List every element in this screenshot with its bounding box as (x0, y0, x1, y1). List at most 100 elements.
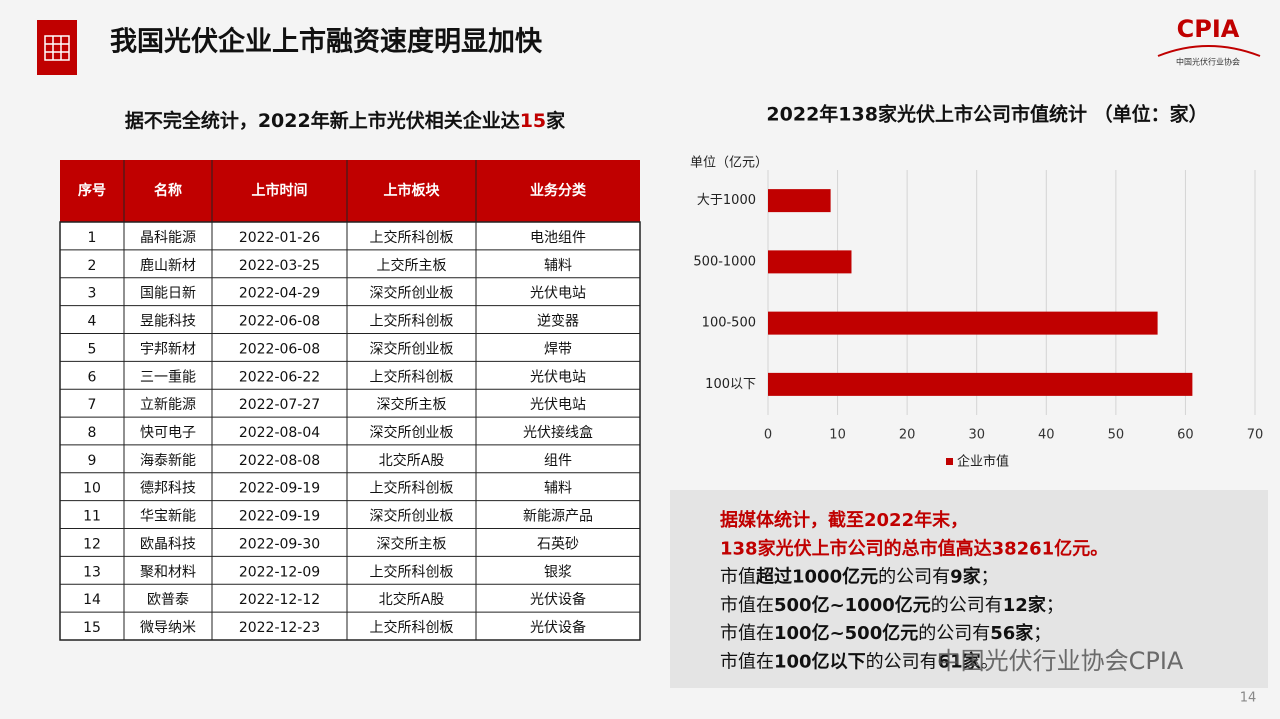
table-cell: 2022-09-19 (239, 481, 320, 497)
x-tick-label: 40 (1038, 428, 1055, 443)
logo: CPIA (1177, 15, 1240, 43)
summary-line: 据媒体统计，截至2022年末， (720, 509, 968, 531)
x-tick-label: 0 (764, 428, 772, 443)
summary-part: 的公司有 (931, 595, 1003, 616)
subtitle-part: 15 (520, 110, 546, 132)
bar (768, 311, 1158, 335)
table-cell: 微导纳米 (140, 620, 196, 636)
table-cell: 电池组件 (530, 230, 586, 246)
table-header-cell: 上市板块 (384, 182, 441, 199)
table-cell: 逆变器 (537, 314, 579, 330)
table-cell: 石英砂 (537, 535, 579, 552)
table-header-cell: 业务分类 (530, 182, 587, 199)
table-cell: 深交所创业板 (370, 508, 454, 525)
table-cell: 9 (88, 453, 97, 469)
table-cell: 光伏接线盒 (523, 424, 593, 441)
table-cell: 深交所创业板 (370, 285, 454, 302)
table-cell: 上交所科创板 (370, 313, 454, 330)
table-cell: 光伏电站 (530, 286, 586, 302)
table-cell: 欧晶科技 (140, 536, 196, 552)
table-cell: 欧普泰 (147, 592, 189, 608)
table-cell: 2 (88, 258, 97, 274)
table-cell: 上交所科创板 (370, 480, 454, 497)
table-cell: 光伏设备 (530, 619, 586, 636)
table-cell: 聚和材料 (140, 564, 196, 580)
x-tick-label: 10 (829, 428, 846, 443)
summary-part: 据媒体统计，截至2022年末， (720, 509, 968, 531)
summary-part: 138家光伏上市公司的总市值高达38261亿元。 (720, 537, 1108, 559)
table-cell: 上交所科创板 (370, 619, 454, 636)
table-cell: 1 (88, 230, 97, 246)
bar (768, 189, 831, 213)
table-cell: 15 (83, 620, 101, 636)
table-header-cell: 名称 (154, 182, 182, 199)
table-cell: 深交所主板 (377, 535, 447, 552)
table-header-cell: 序号 (78, 182, 106, 199)
summary-part: ； (1033, 623, 1051, 644)
table-cell: 2022-01-26 (239, 230, 320, 246)
table-cell: 2022-09-19 (239, 509, 320, 525)
logo-subtitle: 中国光伏行业协会 (1176, 57, 1240, 67)
table-cell: 昱能科技 (140, 314, 196, 330)
table-cell: 11 (83, 509, 101, 525)
table-cell: 2022-09-30 (239, 536, 320, 552)
y-tick-label: 100以下 (705, 377, 756, 392)
subtitle: 据不完全统计，2022年新上市光伏相关企业达15家 (125, 109, 566, 132)
summary-line: 市值在500亿~1000亿元的公司有12家； (720, 594, 1064, 616)
table-cell: 13 (83, 564, 101, 580)
table-cell: 8 (88, 425, 97, 441)
table-cell: 焊带 (544, 341, 572, 357)
table-header-bg (60, 160, 640, 222)
table-header-cell: 上市时间 (252, 182, 308, 199)
summary-part: 100亿~500亿元 (774, 622, 918, 644)
table-cell: 6 (88, 369, 97, 385)
y-tick-label: 100-500 (702, 316, 756, 331)
table-cell: 2022-08-04 (239, 425, 320, 441)
table-cell: 光伏设备 (530, 591, 586, 608)
table-cell: 2022-04-29 (239, 286, 320, 302)
y-tick-label: 大于1000 (697, 193, 756, 208)
summary-part: 。 (981, 652, 999, 673)
table-cell: 三一重能 (140, 369, 196, 385)
table-cell: 组件 (544, 453, 572, 469)
table-cell: 2022-06-08 (239, 314, 320, 330)
summary-part: 9家 (950, 566, 982, 588)
table-cell: 晶科能源 (140, 230, 196, 246)
table-cell: 上交所科创板 (370, 368, 454, 385)
table-cell: 上交所科创板 (370, 563, 454, 580)
table-cell: 光伏电站 (530, 397, 586, 413)
x-tick-label: 20 (899, 428, 916, 443)
summary-part: 100亿以下 (774, 651, 866, 673)
summary-part: 56家 (990, 622, 1034, 644)
summary-part: 的公司有 (866, 652, 938, 673)
table-body-bg (59, 221, 641, 641)
table-cell: 2022-06-08 (239, 341, 320, 357)
table-cell: 2022-12-23 (239, 620, 320, 636)
summary-part: 超过1000亿元 (756, 566, 878, 588)
table-cell: 辅料 (544, 481, 572, 497)
table-cell: 银浆 (544, 564, 572, 580)
table-cell: 鹿山新材 (140, 257, 196, 274)
chart: 0 10 20 30 40 50 60 70 大于1000 500-1000 100-500 100以… (693, 170, 1263, 470)
table-cell: 深交所创业板 (370, 340, 454, 357)
x-tick-label: 60 (1177, 428, 1194, 443)
title-icon (37, 20, 77, 75)
x-tick-label: 50 (1108, 428, 1125, 443)
summary-part: 12家 (1003, 594, 1047, 616)
summary-part: 市值在 (720, 652, 774, 673)
table-cell: 上交所科创板 (370, 229, 454, 246)
bar (768, 372, 1193, 396)
table-cell: 深交所创业板 (370, 424, 454, 441)
table-cell: 北交所A股 (379, 591, 445, 608)
table-cell: 2022-12-12 (239, 592, 320, 608)
table-cell: 深交所主板 (377, 396, 447, 413)
summary-box (670, 490, 1268, 688)
table-cell: 新能源产品 (523, 509, 593, 525)
table-cell: 5 (88, 341, 97, 357)
page-number: 14 (1240, 691, 1257, 706)
slide-title: 我国光伏企业上市融资速度明显加快 (110, 26, 543, 58)
table-cell: 德邦科技 (140, 481, 196, 497)
table-cell: 宇邦新材 (140, 341, 196, 357)
table-cell: 2022-03-25 (239, 258, 320, 274)
table-cell: 7 (88, 397, 97, 413)
